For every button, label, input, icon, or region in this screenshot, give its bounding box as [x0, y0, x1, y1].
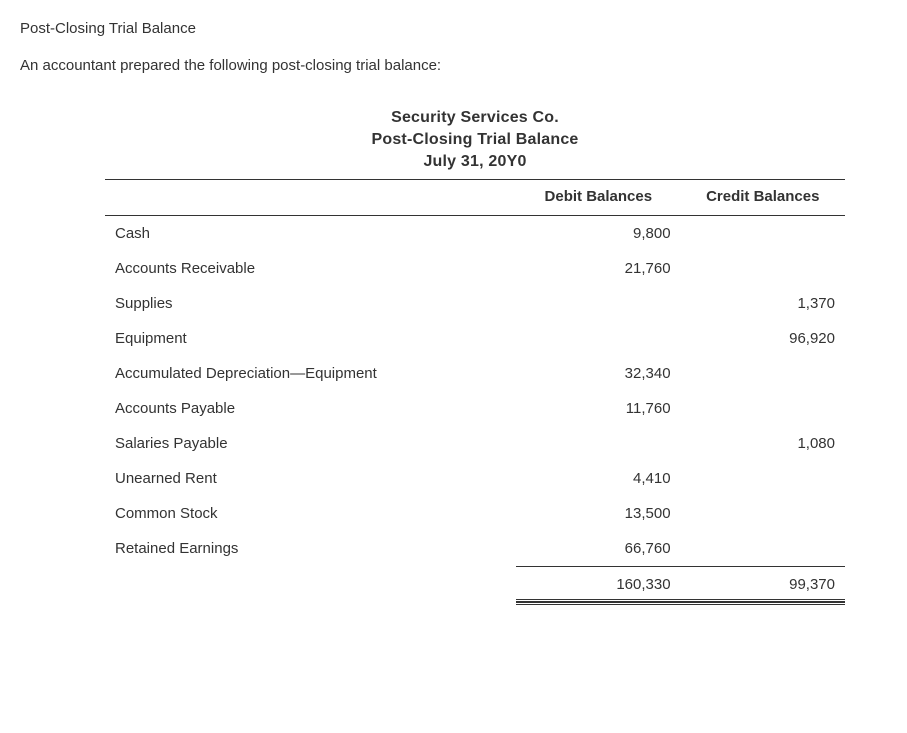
credit-value: 1,370 [681, 286, 845, 321]
account-name: Accounts Receivable [105, 251, 516, 286]
account-name: Supplies [105, 286, 516, 321]
credit-value [681, 531, 845, 567]
table-row: Retained Earnings 66,760 [105, 531, 845, 567]
credit-value [681, 356, 845, 391]
credit-value: 1,080 [681, 426, 845, 461]
debit-value [516, 321, 680, 356]
trial-balance-statement: Security Services Co. Post-Closing Trial… [105, 109, 845, 605]
account-name: Common Stock [105, 496, 516, 531]
credit-value [681, 391, 845, 426]
table-row: Supplies 1,370 [105, 286, 845, 321]
debit-value: 4,410 [516, 461, 680, 496]
statement-header: Security Services Co. Post-Closing Trial… [105, 109, 845, 171]
table-row: Accumulated Depreciation—Equipment 32,34… [105, 356, 845, 391]
table-row: Cash 9,800 [105, 216, 845, 252]
credit-value [681, 461, 845, 496]
debit-value [516, 426, 680, 461]
account-name: Accounts Payable [105, 391, 516, 426]
totals-debit: 160,330 [516, 567, 680, 604]
col-header-debit: Debit Balances [516, 180, 680, 216]
debit-value: 13,500 [516, 496, 680, 531]
table-row: Equipment 96,920 [105, 321, 845, 356]
report-date: July 31, 20Y0 [105, 153, 845, 171]
company-name: Security Services Co. [105, 109, 845, 127]
debit-value [516, 286, 680, 321]
debit-value: 32,340 [516, 356, 680, 391]
table-row: Common Stock 13,500 [105, 496, 845, 531]
intro-text: An accountant prepared the following pos… [20, 57, 887, 74]
trial-balance-table: Debit Balances Credit Balances Cash 9,80… [105, 179, 845, 605]
account-name: Retained Earnings [105, 531, 516, 567]
totals-label [105, 567, 516, 604]
totals-row: 160,330 99,370 [105, 567, 845, 604]
col-header-account [105, 180, 516, 216]
table-row: Accounts Payable 11,760 [105, 391, 845, 426]
table-row: Accounts Receivable 21,760 [105, 251, 845, 286]
table-header-row: Debit Balances Credit Balances [105, 180, 845, 216]
debit-value: 11,760 [516, 391, 680, 426]
debit-value: 21,760 [516, 251, 680, 286]
account-name: Cash [105, 216, 516, 252]
credit-value [681, 251, 845, 286]
account-name: Salaries Payable [105, 426, 516, 461]
debit-value: 9,800 [516, 216, 680, 252]
account-name: Equipment [105, 321, 516, 356]
table-row: Unearned Rent 4,410 [105, 461, 845, 496]
report-name: Post-Closing Trial Balance [105, 131, 845, 149]
account-name: Unearned Rent [105, 461, 516, 496]
page-title: Post-Closing Trial Balance [20, 20, 887, 37]
col-header-credit: Credit Balances [681, 180, 845, 216]
totals-credit: 99,370 [681, 567, 845, 604]
credit-value [681, 216, 845, 252]
debit-value: 66,760 [516, 531, 680, 567]
credit-value [681, 496, 845, 531]
table-row: Salaries Payable 1,080 [105, 426, 845, 461]
credit-value: 96,920 [681, 321, 845, 356]
table-body: Cash 9,800 Accounts Receivable 21,760 Su… [105, 216, 845, 604]
account-name: Accumulated Depreciation—Equipment [105, 356, 516, 391]
